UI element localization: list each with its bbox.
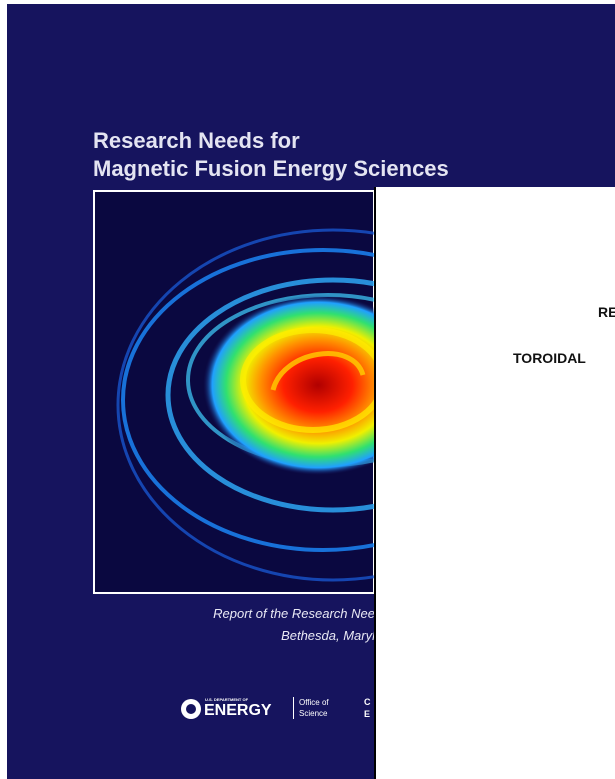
overlay-page: RE TOROIDAL <box>374 187 615 779</box>
logo-partial: E <box>364 709 370 719</box>
logo-office: Science <box>299 709 327 718</box>
page: Research Needs for Magnetic Fusion Energ… <box>0 0 615 779</box>
title-line: Magnetic Fusion Energy Sciences <box>93 156 449 182</box>
location-line: Bethesda, Maryl <box>281 628 375 643</box>
overlay-heading: TOROIDAL <box>513 350 586 366</box>
report-line: Report of the Research Nee <box>213 606 375 621</box>
overlay-heading: RE <box>598 304 615 320</box>
logo-divider <box>293 697 294 719</box>
cover-image <box>93 190 375 594</box>
logo-partial: C <box>364 697 371 707</box>
doe-seal <box>180 698 202 720</box>
logo-energy: ENERGY <box>204 702 272 720</box>
title-line: Research Needs for <box>93 128 300 154</box>
logo-office: Office of <box>299 698 329 707</box>
